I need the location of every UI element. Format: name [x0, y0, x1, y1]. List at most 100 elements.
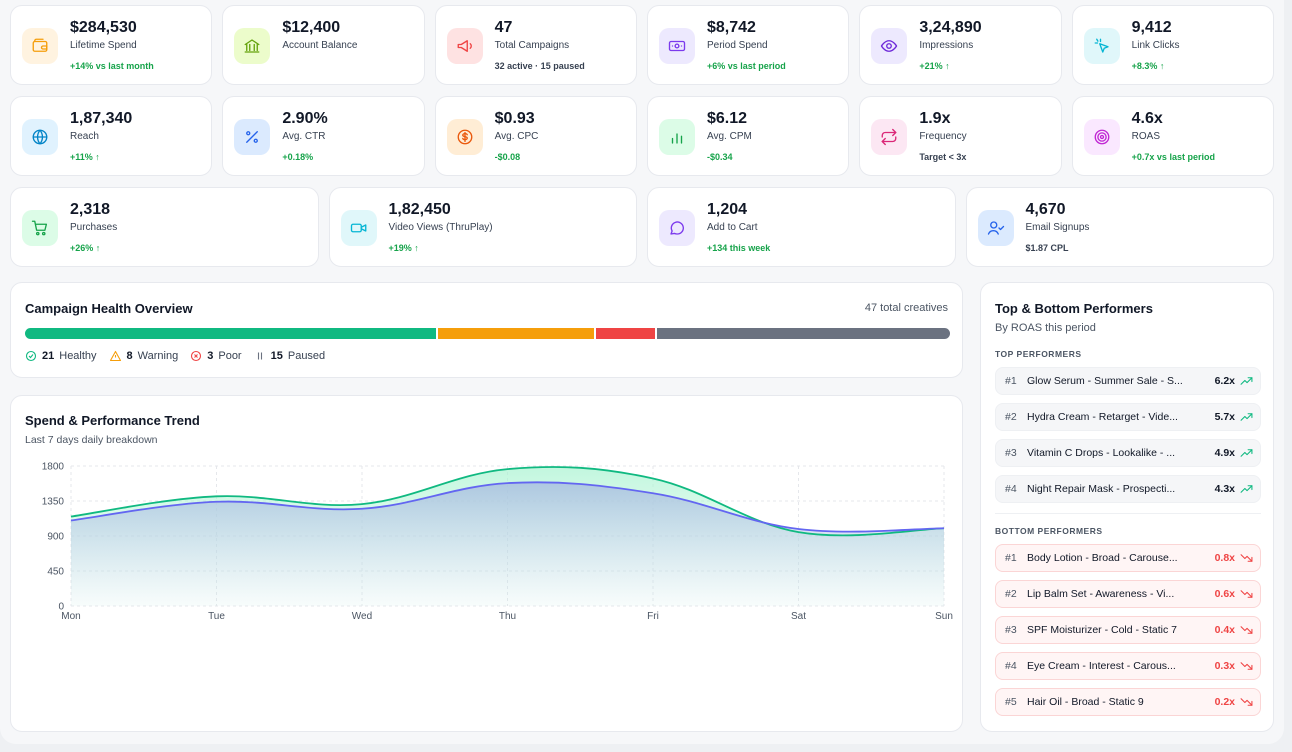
stat-change: +0.7x vs last period: [1131, 152, 1215, 162]
stat-label: Account Balance: [282, 40, 358, 51]
stat-change: +0.18%: [282, 152, 314, 162]
top-performers-label: TOP PERFORMERS: [995, 349, 1082, 359]
dollar-coin-icon: [446, 119, 483, 155]
health-segment-poor: [596, 328, 655, 339]
trend-down-icon: [1235, 625, 1257, 635]
health-count: 8: [126, 350, 133, 362]
stat-card-avg-cpc: $0.93 Avg. CPC -$0.08: [434, 96, 637, 176]
stats-row-1: $284,530 Lifetime Spend +14% vs last month…: [10, 5, 1274, 85]
top-performer-row[interactable]: #3 Vitamin C Drops - Lookalike - ... 4.9x: [995, 439, 1261, 467]
performer-name: Vitamin C Drops - Lookalike - ...: [1027, 447, 1176, 459]
x-circle-icon: [190, 350, 202, 362]
x-tick-label: Fri: [647, 611, 659, 622]
bottom-performer-row[interactable]: #3 SPF Moisturizer - Cold - Static 7 0.4x: [995, 616, 1261, 644]
health-segment-warning: [437, 328, 595, 339]
trend-down-icon: [1235, 589, 1257, 599]
series-area-2: [71, 482, 944, 606]
health-legend-warning: 8 Warning: [109, 350, 178, 362]
performer-name: Lip Balm Set - Awareness - Vi...: [1027, 588, 1175, 600]
wallet-icon: [22, 28, 58, 64]
x-tick-label: Sat: [791, 611, 806, 622]
trend-up-icon: [1235, 376, 1257, 386]
warning-icon: [109, 350, 122, 362]
stat-card-total-campaigns: 47 Total Campaigns 32 active · 15 paused: [434, 5, 637, 85]
performer-name: Glow Serum - Summer Sale - S...: [1027, 375, 1183, 387]
percent-icon: [234, 119, 271, 155]
performer-rank: #3: [1005, 624, 1017, 636]
stat-value: 2,318: [70, 201, 111, 218]
top-performer-row[interactable]: #2 Hydra Cream - Retarget - Vide... 5.7x: [995, 403, 1261, 431]
stat-label: Lifetime Spend: [70, 40, 137, 51]
stat-card-period-spend: $8,742 Period Spend +6% vs last period: [646, 5, 850, 85]
stat-value: $8,742: [706, 19, 756, 36]
health-legend-healthy: 21 Healthy: [25, 350, 97, 362]
performer-roas: 0.3x: [1214, 660, 1235, 672]
stat-card-reach: 1,87,340 Reach +11% ↑: [10, 96, 213, 176]
health-label: Paused: [287, 350, 326, 362]
stat-value: $0.93: [494, 110, 535, 127]
performer-name: Hair Oil - Broad - Static 9: [1027, 696, 1144, 708]
performer-name: Night Repair Mask - Prospecti...: [1027, 483, 1176, 495]
x-tick-label: Wed: [352, 611, 372, 622]
stat-label: Avg. CPC: [494, 131, 539, 142]
performer-name: SPF Moisturizer - Cold - Static 7: [1027, 624, 1177, 636]
performer-rank: #3: [1005, 447, 1017, 459]
stat-change: +21% ↑: [919, 61, 950, 71]
y-tick-label: 450: [47, 567, 64, 578]
globe-icon: [22, 119, 58, 155]
stat-change: -$0.34: [706, 152, 733, 162]
bottom-performer-row[interactable]: #2 Lip Balm Set - Awareness - Vi... 0.6x: [995, 580, 1261, 608]
stat-label: Purchases: [70, 222, 118, 233]
performer-roas: 5.7x: [1214, 411, 1235, 423]
trend-subtitle: Last 7 days daily breakdown: [25, 434, 158, 446]
stat-change: +134 this week: [707, 243, 771, 253]
stat-change: +19% ↑: [388, 243, 419, 253]
bottom-performers-label: BOTTOM PERFORMERS: [995, 526, 1103, 536]
performer-roas: 0.2x: [1214, 696, 1235, 708]
performer-name: Hydra Cream - Retarget - Vide...: [1027, 411, 1178, 423]
chat-icon: [659, 210, 695, 246]
health-legend: 21 Healthy 8 Warning 3 Poor 15 Paused: [25, 350, 325, 362]
top-performer-row[interactable]: #4 Night Repair Mask - Prospecti... 4.3x: [995, 475, 1261, 503]
stat-value: $12,400: [282, 19, 341, 36]
stat-card-roas: 4.6x ROAS +0.7x vs last period: [1071, 96, 1274, 176]
stat-card-avg-cpm: $6.12 Avg. CPM -$0.34: [646, 96, 850, 176]
stat-change: Target < 3x: [919, 152, 967, 162]
stat-card-email-signups: 4,670 Email Signups $1.87 CPL: [965, 187, 1274, 267]
stat-card-lifetime-spend: $284,530 Lifetime Spend +14% vs last month: [10, 5, 213, 85]
performer-rank: #2: [1005, 411, 1017, 423]
stat-label: Impressions: [919, 40, 974, 51]
trend-up-icon: [1235, 448, 1257, 458]
bottom-performer-row[interactable]: #5 Hair Oil - Broad - Static 9 0.2x: [995, 688, 1261, 716]
performer-roas: 0.4x: [1214, 624, 1235, 636]
repeat-icon: [871, 119, 908, 155]
bottom-performer-row[interactable]: #4 Eye Cream - Interest - Carous... 0.3x: [995, 652, 1261, 680]
x-tick-label: Mon: [61, 611, 80, 622]
stat-label: Total Campaigns: [494, 40, 570, 51]
x-tick-label: Sun: [935, 611, 953, 622]
cart-icon: [22, 210, 58, 246]
stat-label: Avg. CPM: [706, 131, 752, 142]
stat-value: 1,87,340: [70, 110, 133, 127]
performers-divider: [995, 513, 1261, 514]
stat-change: 32 active · 15 paused: [494, 61, 585, 71]
stat-label: Add to Cart: [707, 222, 758, 233]
top-performer-row[interactable]: #1 Glow Serum - Summer Sale - S... 6.2x: [995, 367, 1261, 395]
performer-rank: #4: [1005, 660, 1017, 672]
stat-label: Avg. CTR: [282, 131, 326, 142]
stat-value: 1.9x: [919, 110, 951, 127]
stat-card-avg-ctr: 2.90% Avg. CTR +0.18%: [222, 96, 425, 176]
health-count: 21: [42, 350, 55, 362]
check-circle-icon: [25, 350, 37, 362]
series-line-2: [70, 481, 945, 533]
bottom-performer-row[interactable]: #1 Body Lotion - Broad - Carouse... 0.8x: [995, 544, 1261, 572]
health-label: Healthy: [59, 350, 97, 362]
stat-change: +6% vs last period: [706, 61, 786, 71]
performer-roas: 0.6x: [1214, 588, 1235, 600]
campaign-health-panel: Campaign Health Overview 47 total creati…: [10, 282, 963, 378]
bar-chart-icon: [658, 119, 695, 155]
health-segment-paused: [656, 328, 950, 339]
pointer-click-icon: [1083, 28, 1120, 64]
stats-row-3: 2,318 Purchases +26% ↑ 1,82,450 Video Views …: [10, 187, 1274, 267]
